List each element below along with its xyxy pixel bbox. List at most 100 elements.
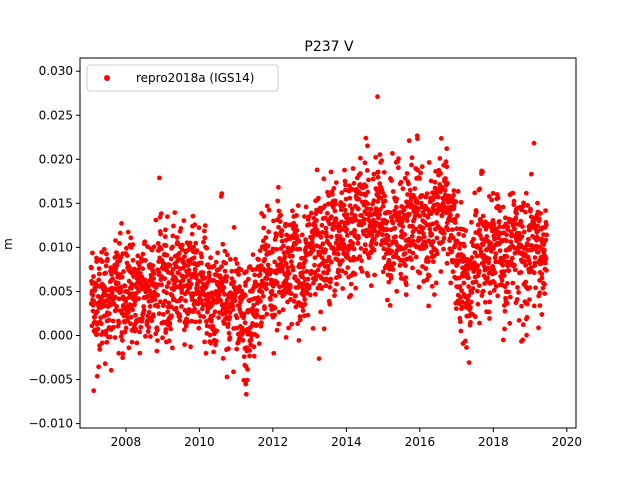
data-point — [450, 227, 455, 232]
data-point — [330, 192, 335, 197]
data-point — [171, 234, 176, 239]
data-point — [142, 308, 147, 313]
data-point — [118, 289, 123, 294]
data-point — [402, 232, 407, 237]
data-point — [477, 228, 482, 233]
data-point — [151, 263, 156, 268]
data-point — [356, 241, 361, 246]
data-point — [272, 313, 277, 318]
data-point — [358, 171, 363, 176]
data-point — [433, 180, 438, 185]
data-point — [237, 284, 242, 289]
data-point — [363, 160, 368, 165]
data-point — [292, 299, 297, 304]
data-point — [102, 247, 107, 252]
data-points — [89, 94, 549, 396]
y-tick-label: 0.010 — [39, 240, 73, 254]
y-tick-label: 0.025 — [39, 108, 73, 122]
data-point — [513, 216, 518, 221]
data-point — [171, 224, 176, 229]
data-point — [470, 255, 475, 260]
data-point — [396, 156, 401, 161]
data-point — [121, 269, 126, 274]
data-point — [224, 279, 229, 284]
data-point — [315, 168, 320, 173]
data-point — [252, 273, 257, 278]
data-point — [167, 339, 172, 344]
data-point — [352, 181, 357, 186]
data-point — [363, 248, 368, 253]
data-point — [297, 262, 302, 267]
data-point — [152, 244, 157, 249]
data-point — [116, 351, 121, 356]
data-point — [427, 160, 432, 165]
data-point — [481, 214, 486, 219]
data-point — [262, 306, 267, 311]
data-point — [528, 207, 533, 212]
data-point — [366, 178, 371, 183]
data-point — [432, 292, 437, 297]
data-point — [143, 258, 148, 263]
data-point — [161, 312, 166, 317]
data-point — [435, 236, 440, 241]
data-point — [179, 226, 184, 231]
data-point — [275, 199, 280, 204]
data-point — [148, 334, 153, 339]
data-point — [533, 285, 538, 290]
data-point — [341, 237, 346, 242]
data-point — [455, 213, 460, 218]
data-point — [300, 233, 305, 238]
x-tick-label: 2016 — [405, 435, 436, 449]
data-point — [151, 276, 156, 281]
data-point — [146, 329, 151, 334]
data-point — [204, 351, 209, 356]
data-point — [201, 270, 206, 275]
data-point — [111, 319, 116, 324]
data-point — [265, 276, 270, 281]
data-point — [504, 238, 509, 243]
data-point — [461, 233, 466, 238]
data-point — [481, 289, 486, 294]
data-point — [165, 253, 170, 258]
data-point — [533, 255, 538, 260]
data-point — [192, 307, 197, 312]
data-point — [349, 282, 354, 287]
data-point — [178, 314, 183, 319]
data-point — [544, 233, 549, 238]
data-point — [90, 293, 95, 298]
data-point — [487, 316, 492, 321]
data-point — [220, 242, 225, 247]
data-point — [506, 290, 511, 295]
data-point — [365, 168, 370, 173]
data-point — [417, 285, 422, 290]
data-point — [542, 248, 547, 253]
data-point — [191, 214, 196, 219]
data-point — [291, 268, 296, 273]
data-point — [266, 263, 271, 268]
data-point — [137, 351, 142, 356]
data-point — [471, 286, 476, 291]
data-point — [202, 229, 207, 234]
data-point — [249, 337, 254, 342]
data-point — [410, 155, 415, 160]
data-point — [183, 298, 188, 303]
data-point — [446, 227, 451, 232]
data-point — [471, 237, 476, 242]
data-point — [332, 293, 337, 298]
data-point — [337, 274, 342, 279]
data-point — [169, 313, 174, 318]
data-point — [403, 263, 408, 268]
data-point — [273, 306, 278, 311]
data-point — [192, 222, 197, 227]
legend: repro2018a (IGS14) — [87, 65, 278, 91]
y-tick-label: 0.020 — [39, 152, 73, 166]
data-point — [232, 280, 237, 285]
data-point — [203, 223, 208, 228]
data-point — [199, 255, 204, 260]
data-point — [245, 378, 250, 383]
data-point — [540, 312, 545, 317]
x-tick-label: 2012 — [258, 435, 289, 449]
data-point — [502, 269, 507, 274]
data-point — [247, 348, 252, 353]
data-point — [382, 255, 387, 260]
